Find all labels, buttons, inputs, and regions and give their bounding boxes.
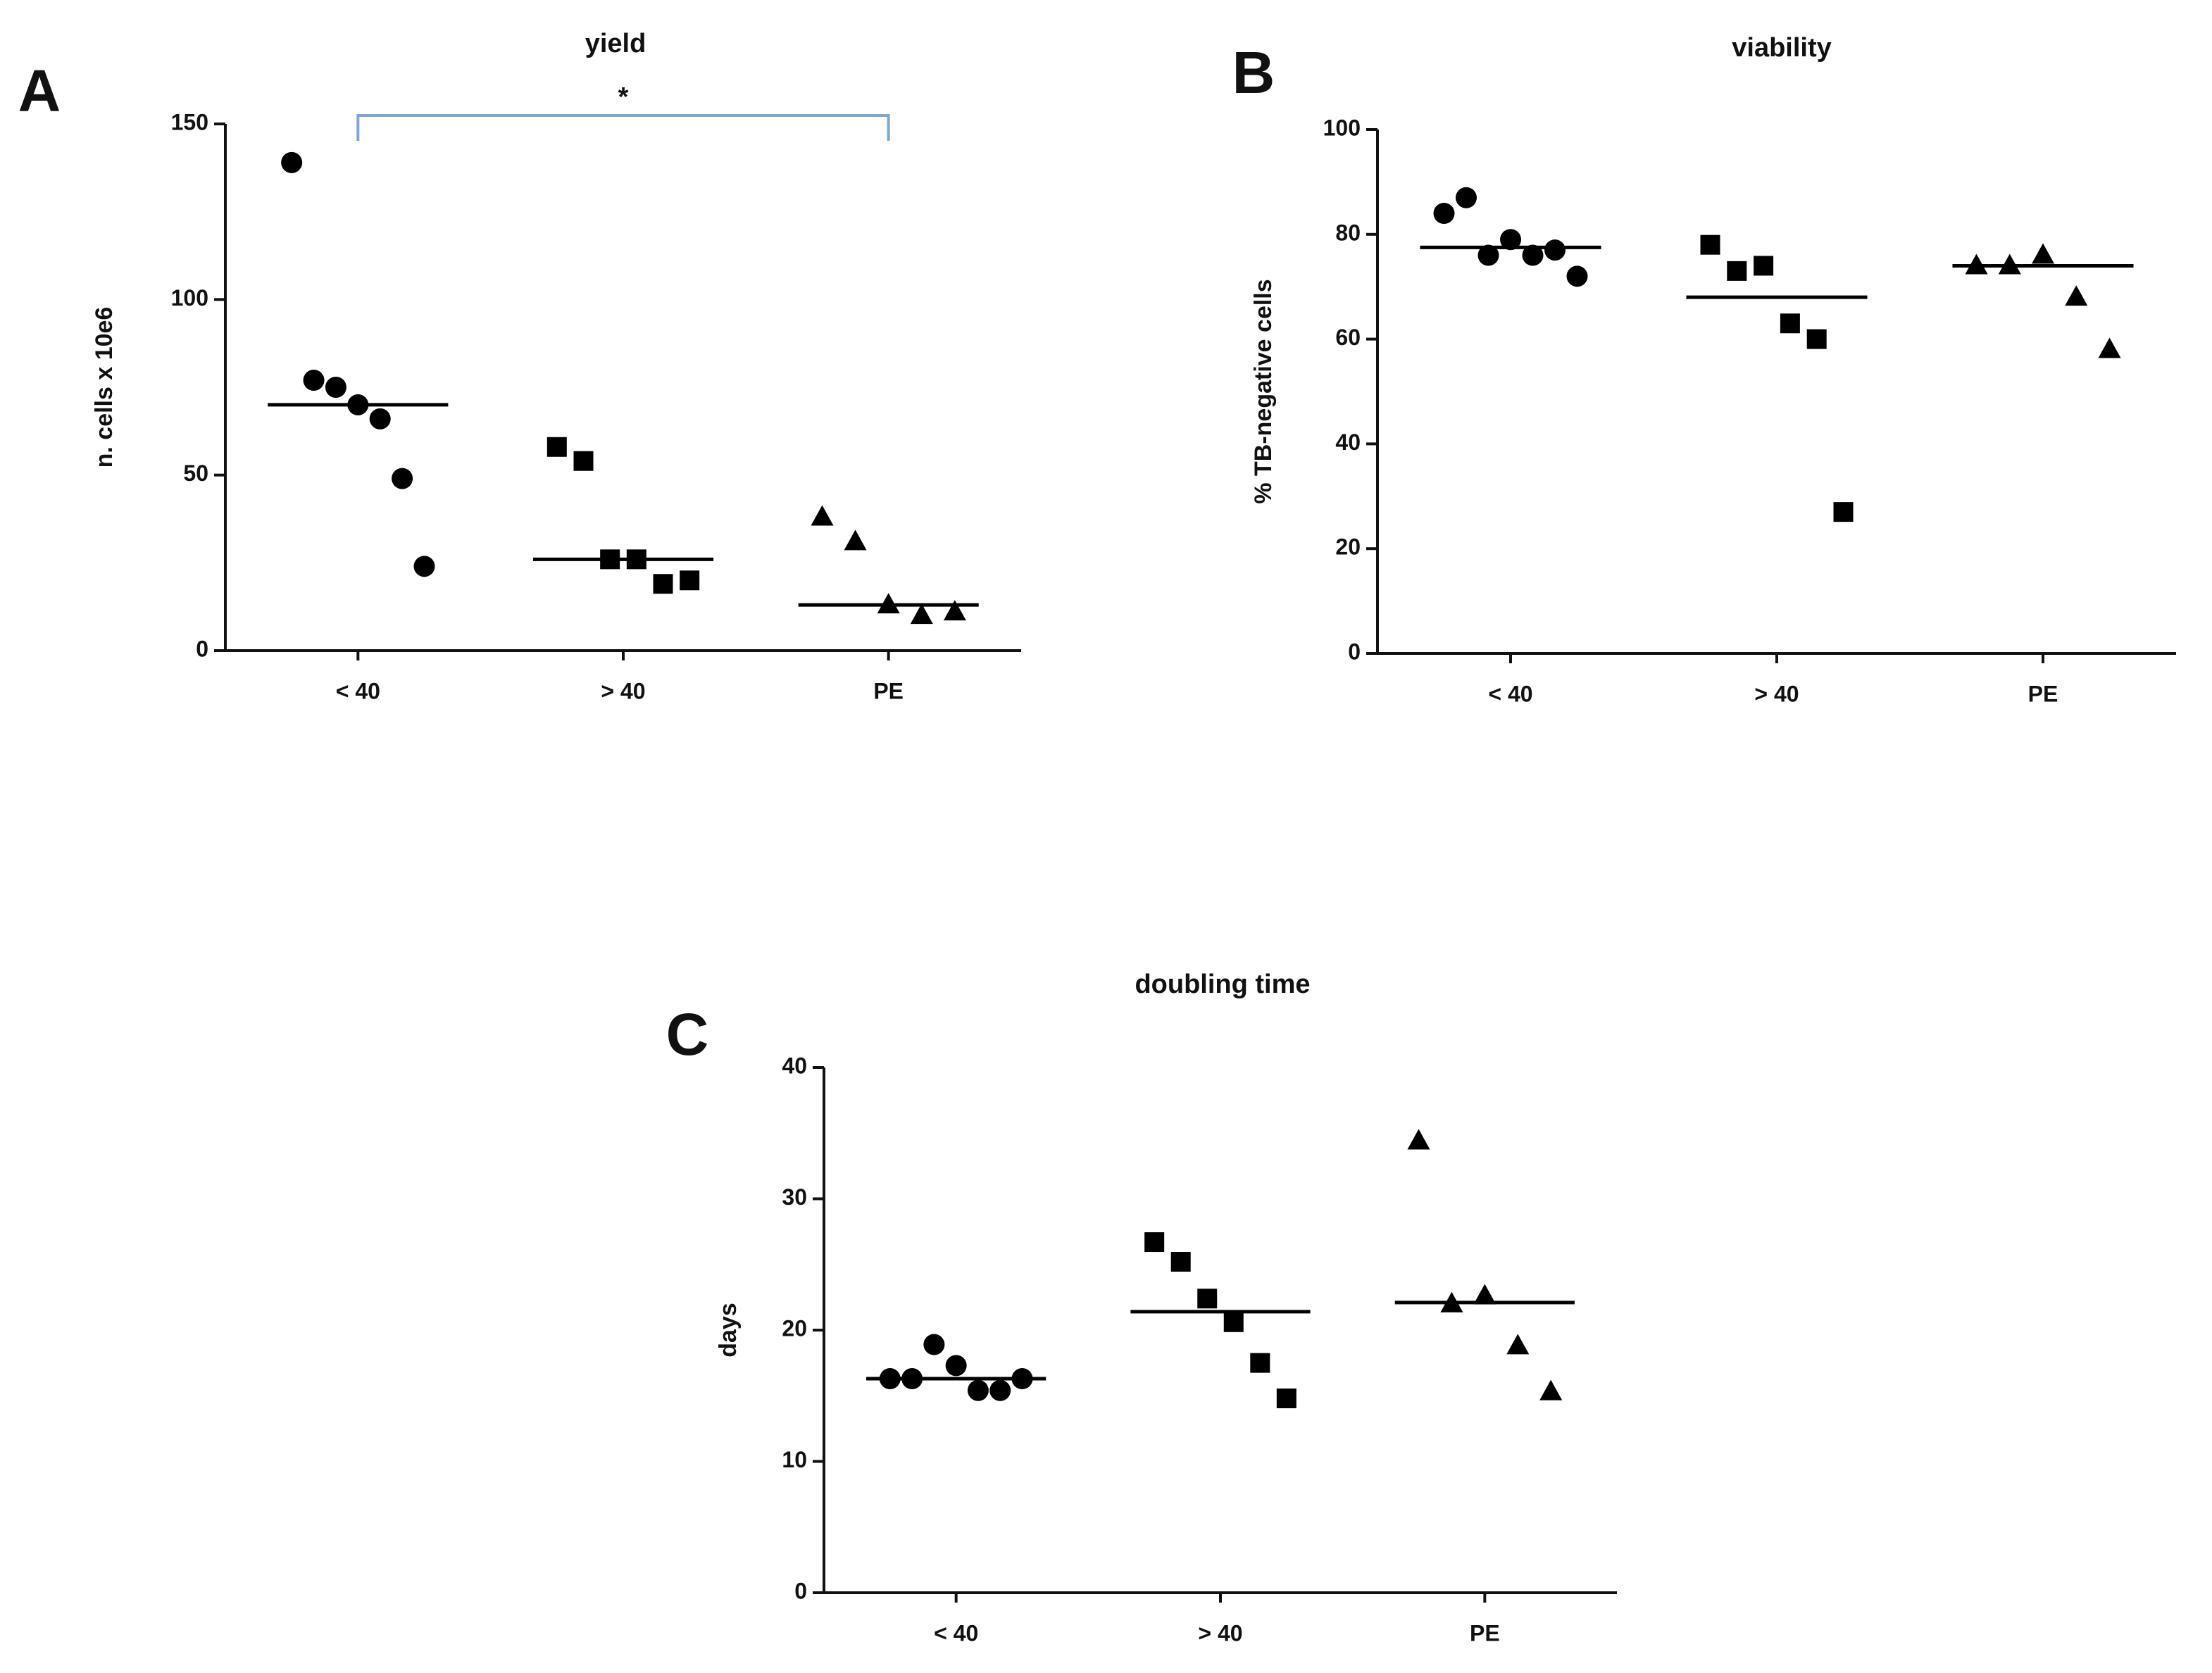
point: [303, 370, 325, 391]
point: [1433, 203, 1455, 225]
significance-label: *: [618, 82, 629, 112]
point: [573, 451, 594, 471]
point: [325, 377, 346, 398]
point: [1170, 1252, 1191, 1272]
panel-letter: C: [666, 1001, 709, 1067]
point: [2065, 285, 2088, 306]
point: [967, 1379, 989, 1401]
y-tick-label: 0: [196, 636, 208, 661]
x-tick-label: PE: [873, 678, 904, 703]
point: [1276, 1388, 1296, 1408]
x-tick-label: PE: [1470, 1620, 1500, 1646]
point: [1700, 234, 1720, 255]
point: [989, 1379, 1011, 1401]
point: [1456, 187, 1477, 208]
point: [1250, 1353, 1270, 1373]
significance-bracket: [356, 114, 890, 141]
point: [1500, 229, 1521, 251]
point: [1522, 244, 1544, 266]
point: [1806, 329, 1827, 349]
y-axis-label: days: [715, 1303, 742, 1358]
point: [653, 574, 673, 594]
point: [281, 151, 303, 173]
panel-letter: B: [1232, 39, 1275, 106]
y-axis-label: n. cells x 10e6: [91, 307, 118, 468]
point: [1754, 256, 1774, 276]
point: [1780, 313, 1800, 334]
point: [943, 600, 966, 621]
x-tick-label: PE: [2028, 681, 2058, 706]
y-tick-label: 80: [1335, 220, 1361, 245]
point: [2032, 243, 2054, 264]
x-tick-label: < 40: [934, 1620, 978, 1646]
chart-title: yield: [585, 29, 646, 58]
x-tick-label: > 40: [601, 678, 645, 703]
point: [1727, 261, 1747, 281]
y-tick-label: 0: [1348, 639, 1361, 664]
point: [1506, 1334, 1530, 1355]
point: [1833, 502, 1854, 522]
y-tick-label: 10: [782, 1447, 807, 1472]
point: [369, 408, 391, 430]
y-tick-label: 100: [1323, 115, 1361, 140]
point: [811, 505, 834, 526]
point: [844, 530, 867, 551]
point: [680, 570, 700, 591]
y-tick-label: 60: [1335, 325, 1361, 350]
point: [1223, 1312, 1244, 1332]
y-tick-label: 40: [782, 1053, 807, 1078]
y-tick-label: 0: [794, 1578, 807, 1603]
point: [1477, 244, 1499, 266]
point: [923, 1334, 945, 1355]
point: [2098, 337, 2121, 358]
y-tick-label: 150: [171, 109, 208, 134]
chart-title: viability: [1732, 33, 1832, 63]
y-tick-label: 40: [1335, 430, 1361, 455]
point: [1566, 265, 1588, 287]
point: [1544, 239, 1566, 261]
y-tick-label: 30: [782, 1184, 807, 1210]
panel-letter: A: [18, 58, 61, 124]
y-tick-label: 100: [171, 285, 208, 311]
point: [1539, 1379, 1563, 1401]
chart-title: doubling time: [1135, 970, 1310, 999]
point: [546, 437, 567, 457]
x-tick-label: < 40: [336, 678, 380, 703]
x-tick-label: > 40: [1198, 1620, 1242, 1646]
point: [910, 603, 933, 625]
y-axis-label: % TB-negative cells: [1250, 279, 1277, 503]
point: [945, 1355, 967, 1377]
y-tick-label: 50: [183, 460, 208, 486]
point: [1197, 1289, 1218, 1309]
point: [413, 556, 435, 577]
point: [392, 468, 413, 489]
point: [1407, 1129, 1430, 1150]
x-tick-label: > 40: [1754, 681, 1799, 706]
point: [1144, 1232, 1165, 1253]
y-tick-label: 20: [1335, 534, 1361, 560]
y-tick-label: 20: [782, 1315, 807, 1341]
point: [1473, 1284, 1496, 1305]
x-tick-label: < 40: [1488, 681, 1532, 706]
